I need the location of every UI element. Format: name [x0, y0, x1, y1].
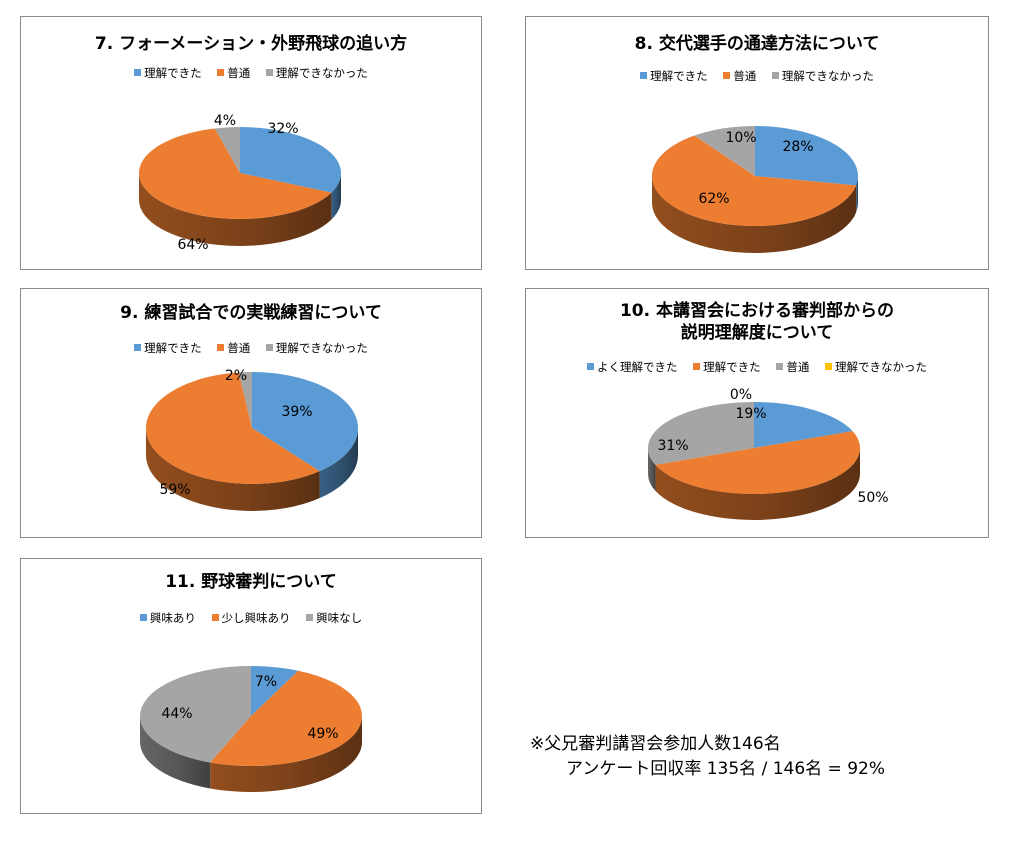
pie-slice	[754, 402, 853, 448]
data-label: 28%	[782, 139, 813, 155]
chart-title-text: フォーメーション・外野飛球の追い方	[119, 34, 408, 54]
pie-slice-side	[146, 428, 320, 511]
pie-slice	[655, 431, 860, 494]
pie-slice-side	[648, 448, 656, 491]
pie-chart: 39% 59% 2%	[146, 368, 358, 511]
pie-slice	[238, 372, 252, 428]
chart-title-number: 11.	[165, 572, 196, 592]
chart-title-text: 本講習会における審判部からの	[656, 301, 895, 321]
pie-slice-side	[139, 173, 332, 247]
legend-item: 理解できなかった	[265, 66, 368, 80]
pie-chart: 7% 49% 44%	[140, 666, 362, 792]
legend-item: 理解できた	[134, 341, 202, 355]
chart-title-text: 交代選手の通達方法について	[658, 34, 880, 54]
pie-slice	[251, 666, 299, 716]
pie-slice	[214, 127, 240, 173]
pie-slice	[652, 135, 857, 226]
chart-title: 9. 練習試合での実戦練習について	[21, 302, 481, 324]
legend-item: 理解できなかった	[771, 69, 874, 83]
chart-title-text-line2: 説明理解度について	[680, 323, 834, 343]
chart-panel-10: 10. 本講習会における審判部からの 説明理解度について よく理解できた 理解で…	[525, 288, 989, 538]
data-label: 10%	[725, 130, 756, 146]
chart-title-number: 9.	[120, 303, 139, 323]
legend-item: 理解できなかった	[824, 360, 927, 374]
pie-chart: 19% 50% 31% 0%	[648, 387, 889, 520]
pie-slice	[694, 126, 755, 176]
chart-legend: 理解できた 普通 理解できなかった	[526, 69, 988, 83]
chart-panel-8: 8. 交代選手の通達方法について 理解できた 普通 理解できなかった 28% 62…	[525, 16, 989, 270]
pie-slice	[252, 372, 358, 472]
note-participants: ※父兄審判講習会参加人数146名	[530, 734, 781, 754]
chart-legend: 理解できた 普通 理解できなかった	[21, 341, 481, 355]
data-label: 0%	[730, 387, 752, 403]
pie-slice-side	[331, 173, 341, 220]
pie-slice	[146, 372, 320, 484]
legend-item: 少し興味あり	[211, 611, 291, 625]
data-label: 62%	[698, 191, 729, 207]
legend-item: よく理解できた	[587, 360, 678, 374]
legend-item: 理解できた	[693, 360, 761, 374]
chart-title: 8. 交代選手の通達方法について	[526, 33, 988, 55]
chart-title: 10. 本講習会における審判部からの 説明理解度について	[526, 300, 988, 344]
note-response-rate: アンケート回収率 135名 / 146名 = 92%	[566, 759, 885, 779]
pie-slice	[240, 127, 341, 193]
pie-slice-side	[655, 448, 860, 520]
data-label: 39%	[281, 404, 312, 420]
chart-panel-9: 9. 練習試合での実戦練習について 理解できた 普通 理解できなかった 39% 5…	[20, 288, 482, 538]
chart-panel-7: 7. フォーメーション・外野飛球の追い方 理解できた 普通 理解できなかった 3…	[20, 16, 482, 270]
pie-slice-side	[856, 176, 858, 213]
pie-slice-side	[140, 716, 211, 789]
data-label: 64%	[177, 237, 208, 253]
pie-chart: 28% 62% 10%	[652, 126, 858, 254]
chart-legend: 理解できた 普通 理解できなかった	[21, 66, 481, 80]
legend-item: 理解できた	[134, 66, 202, 80]
pie-slice-side	[652, 176, 857, 254]
pie-slice	[210, 670, 362, 766]
chart-title-number: 7.	[94, 34, 114, 54]
pie-slice	[648, 402, 754, 465]
chart-title-text: 練習試合での実戦練習について	[144, 303, 382, 323]
legend-item: 興味あり	[139, 611, 196, 625]
legend-item: 興味なし	[306, 611, 362, 625]
chart-legend: 興味あり 少し興味あり 興味なし	[21, 611, 481, 625]
legend-item: 理解できた	[640, 69, 708, 83]
data-label: 19%	[735, 406, 766, 422]
data-label: 49%	[307, 726, 338, 742]
chart-legend: よく理解できた 理解できた 普通 理解できなかった	[526, 360, 988, 374]
pie-slice-side	[319, 428, 358, 499]
pie-slice	[139, 128, 332, 219]
data-label: 32%	[267, 121, 298, 137]
legend-item: 普通	[776, 360, 809, 374]
data-label: 2%	[225, 368, 247, 384]
data-label: 31%	[657, 438, 688, 454]
legend-item: 理解できなかった	[265, 341, 368, 355]
data-label: 4%	[214, 113, 236, 129]
data-label: 50%	[857, 490, 888, 506]
pie-slice-side	[210, 716, 362, 792]
chart-title-number: 10.	[619, 301, 651, 321]
chart-title-number: 8.	[634, 34, 653, 54]
chart-title: 7. フォーメーション・外野飛球の追い方	[21, 33, 481, 55]
legend-item: 普通	[723, 69, 756, 83]
legend-item: 普通	[217, 341, 250, 355]
data-label: 7%	[255, 674, 277, 690]
legend-item: 普通	[217, 66, 250, 80]
chart-title: 11. 野球審判について	[21, 571, 481, 593]
data-label: 44%	[161, 706, 192, 722]
survey-note: ※父兄審判講習会参加人数146名 アンケート回収率 135名 / 146名 = …	[530, 732, 885, 782]
chart-title-text: 野球審判について	[201, 572, 337, 592]
data-label: 59%	[159, 482, 190, 498]
pie-slice	[755, 126, 858, 186]
pie-slice	[140, 666, 251, 763]
chart-panel-11: 11. 野球審判について 興味あり 少し興味あり 興味なし 7% 49% 44%	[20, 558, 482, 814]
pie-chart: 32% 64% 4%	[139, 113, 341, 253]
